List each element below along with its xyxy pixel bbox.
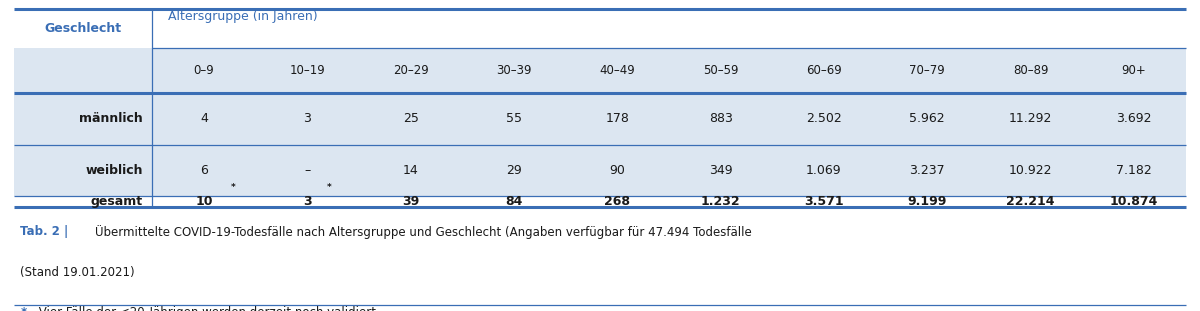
Text: 349: 349 [709,164,732,177]
Text: *: * [326,183,331,192]
Text: weiblich: weiblich [85,164,143,177]
Text: 10.874: 10.874 [1110,195,1158,208]
Text: 10–19: 10–19 [289,64,325,77]
Text: 10: 10 [196,195,212,208]
Text: 3.692: 3.692 [1116,113,1152,125]
Text: männlich: männlich [79,113,143,125]
Text: 9.199: 9.199 [907,195,947,208]
Bar [14,9,1186,48]
Bar [14,145,1186,196]
Text: 1.232: 1.232 [701,195,740,208]
Text: 0–9: 0–9 [193,64,215,77]
Text: 39: 39 [402,195,419,208]
Text: 268: 268 [605,195,630,208]
Text: 20–29: 20–29 [392,64,428,77]
Text: 178: 178 [606,113,629,125]
Text: 5.962: 5.962 [910,113,946,125]
Text: 40–49: 40–49 [600,64,635,77]
Text: 3: 3 [304,113,311,125]
Text: 22.214: 22.214 [1007,195,1055,208]
Text: 7.182: 7.182 [1116,164,1152,177]
Text: 1.069: 1.069 [806,164,841,177]
Text: 50–59: 50–59 [703,64,738,77]
Text: gesamt: gesamt [91,195,143,208]
Text: 6: 6 [200,164,208,177]
Bar [14,48,1186,93]
Text: Geschlecht: Geschlecht [44,22,122,35]
Text: 10.922: 10.922 [1009,164,1052,177]
Text: 90: 90 [610,164,625,177]
Text: 70–79: 70–79 [910,64,946,77]
Text: Altersgruppe (in Jahren): Altersgruppe (in Jahren) [168,10,318,23]
Text: 25: 25 [403,113,419,125]
Text: 80–89: 80–89 [1013,64,1049,77]
Text: *: * [230,183,235,192]
Text: –: – [305,164,311,177]
Text: 14: 14 [403,164,419,177]
Text: Vier Fälle der <20-Jährigen werden derzeit noch validiert.: Vier Fälle der <20-Jährigen werden derze… [35,306,379,311]
Text: Tab. 2 |: Tab. 2 | [20,225,68,239]
Text: 30–39: 30–39 [497,64,532,77]
Bar [14,196,1186,207]
Text: 55: 55 [506,113,522,125]
Text: 84: 84 [505,195,523,208]
Text: 90+: 90+ [1122,64,1146,77]
Text: 3: 3 [304,195,312,208]
Text: *: * [20,306,26,311]
Text: 2.502: 2.502 [806,113,842,125]
Text: Übermittelte COVID-19-Todesfälle nach Altersgruppe und Geschlecht (Angaben verfü: Übermittelte COVID-19-Todesfälle nach Al… [95,225,751,239]
Bar [14,93,1186,145]
Text: 883: 883 [709,113,732,125]
Text: 11.292: 11.292 [1009,113,1052,125]
Text: (Stand 19.01.2021): (Stand 19.01.2021) [20,266,136,279]
Text: 3.571: 3.571 [804,195,844,208]
Text: 60–69: 60–69 [806,64,842,77]
Text: 29: 29 [506,164,522,177]
Text: 4: 4 [200,113,208,125]
Text: 3.237: 3.237 [910,164,946,177]
